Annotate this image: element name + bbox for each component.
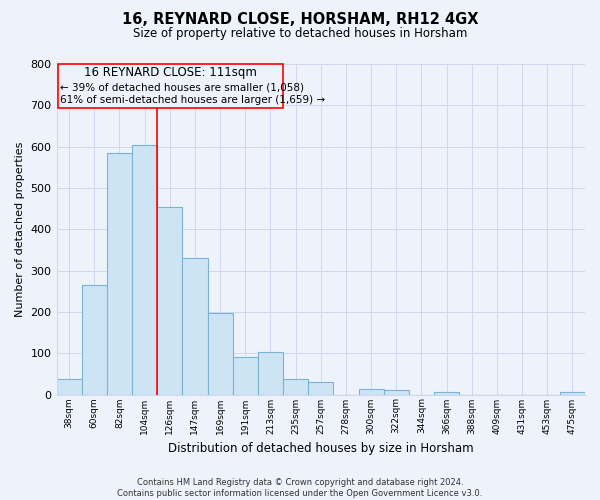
Bar: [182, 258, 208, 394]
Bar: [82, 285, 107, 395]
Text: Size of property relative to detached houses in Horsham: Size of property relative to detached ho…: [133, 28, 467, 40]
X-axis label: Distribution of detached houses by size in Horsham: Distribution of detached houses by size …: [168, 442, 473, 455]
Bar: [233, 358, 258, 395]
Text: 16, REYNARD CLOSE, HORSHAM, RH12 4GX: 16, REYNARD CLOSE, HORSHAM, RH12 4GX: [122, 12, 478, 28]
Bar: [157, 208, 182, 394]
Bar: [359, 389, 383, 394]
Bar: [258, 352, 283, 395]
Bar: [560, 392, 585, 394]
Bar: [434, 392, 459, 394]
FancyBboxPatch shape: [58, 64, 283, 108]
Bar: [107, 153, 132, 394]
Bar: [308, 382, 334, 394]
Text: 16 REYNARD CLOSE: 111sqm: 16 REYNARD CLOSE: 111sqm: [84, 66, 257, 78]
Text: Contains HM Land Registry data © Crown copyright and database right 2024.
Contai: Contains HM Land Registry data © Crown c…: [118, 478, 482, 498]
Bar: [132, 144, 157, 394]
Bar: [383, 390, 409, 394]
Bar: [56, 379, 82, 394]
Bar: [208, 313, 233, 394]
Text: 61% of semi-detached houses are larger (1,659) →: 61% of semi-detached houses are larger (…: [61, 96, 326, 106]
Y-axis label: Number of detached properties: Number of detached properties: [15, 142, 25, 317]
Bar: [283, 379, 308, 394]
Text: ← 39% of detached houses are smaller (1,058): ← 39% of detached houses are smaller (1,…: [61, 82, 304, 92]
